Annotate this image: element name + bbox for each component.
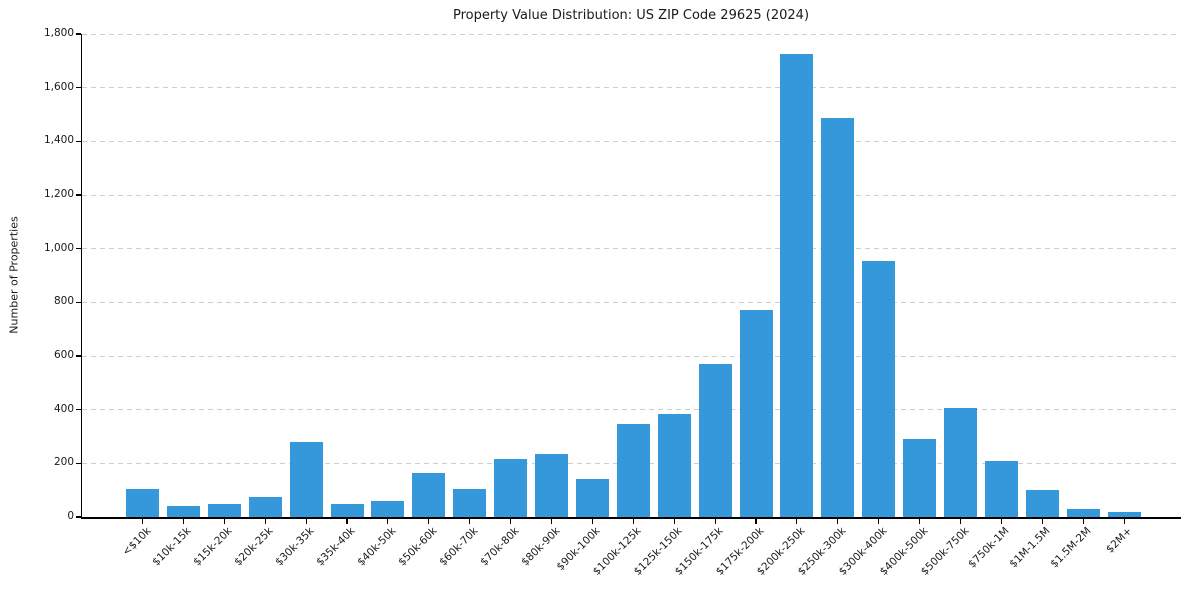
bar [1107,511,1141,517]
bar [289,442,323,517]
x-tick-mark [755,518,757,524]
gridline [82,140,1180,142]
bar [371,501,405,517]
y-tick-label: 200 [53,456,74,469]
chart-title: Property Value Distribution: US ZIP Code… [452,8,810,23]
bar [698,363,732,517]
bar [207,503,241,517]
x-tick-mark [878,518,880,524]
x-tick-mark [632,518,634,524]
x-tick-mark [428,518,430,524]
y-tick-mark [76,516,81,518]
bar [575,479,609,517]
gridline [82,248,1180,250]
gridline [82,409,1180,411]
bar [984,460,1018,517]
bar [1066,509,1100,517]
x-tick-mark [1123,518,1125,524]
x-tick-mark [959,518,962,524]
x-tick-mark [387,518,389,524]
x-tick-mark [346,518,348,524]
x-tick-mark [1041,518,1043,524]
y-tick-mark [76,140,81,142]
y-tick-mark [76,409,81,411]
x-tick-mark [510,518,512,524]
y-tick-label: 0 [67,510,74,522]
x-tick-mark [182,518,184,524]
gridline [82,355,1180,357]
x-tick-mark [796,518,798,524]
y-tick-mark [76,248,81,250]
x-tick-mark [837,518,839,524]
x-tick-mark [305,518,307,524]
y-tick-mark [76,301,81,303]
y-tick-label: 1,200 [43,188,74,200]
y-axis-label: Number of Properties [7,216,21,334]
x-tick-mark [550,518,553,524]
x-axis-spine [80,517,1181,519]
bar [494,459,528,517]
bar [821,118,855,517]
bar [616,424,650,517]
y-tick-label: 600 [53,349,74,361]
bar [739,309,773,517]
x-tick-mark [141,518,144,524]
bar [903,439,937,517]
gridline [82,87,1180,89]
y-tick-mark [76,87,81,89]
y-tick-label: 1,600 [43,80,74,93]
bar [248,496,282,517]
x-tick-mark [223,518,225,524]
bar [166,506,200,517]
gridline [82,194,1180,196]
y-axis-spine [80,34,82,517]
x-tick-mark [673,518,675,524]
x-tick-mark [1082,518,1084,524]
y-tick-mark [76,355,81,357]
y-tick-label: 400 [53,402,74,415]
bar [1025,490,1059,517]
x-tick-mark [591,518,593,524]
bar [780,54,814,517]
y-tick-mark [76,194,81,196]
y-tick-label: 1,000 [43,241,74,254]
bar [535,453,568,517]
x-tick-mark [714,518,716,524]
y-tick-label: 800 [53,295,74,308]
gridline [82,301,1180,303]
y-tick-label: 1,800 [43,27,74,39]
y-tick-mark [76,33,81,35]
bar [412,472,446,517]
gridline [82,33,1180,35]
x-tick-mark [264,518,266,524]
x-tick-mark [1000,518,1002,524]
bar [126,488,159,517]
bar [330,503,364,517]
bar [944,408,977,517]
bar [453,488,487,517]
bar [657,414,691,517]
bar [862,260,896,517]
x-tick-mark [469,518,471,524]
y-tick-label: 1,400 [43,134,74,147]
y-tick-mark [76,462,81,464]
x-tick-mark [919,518,921,524]
